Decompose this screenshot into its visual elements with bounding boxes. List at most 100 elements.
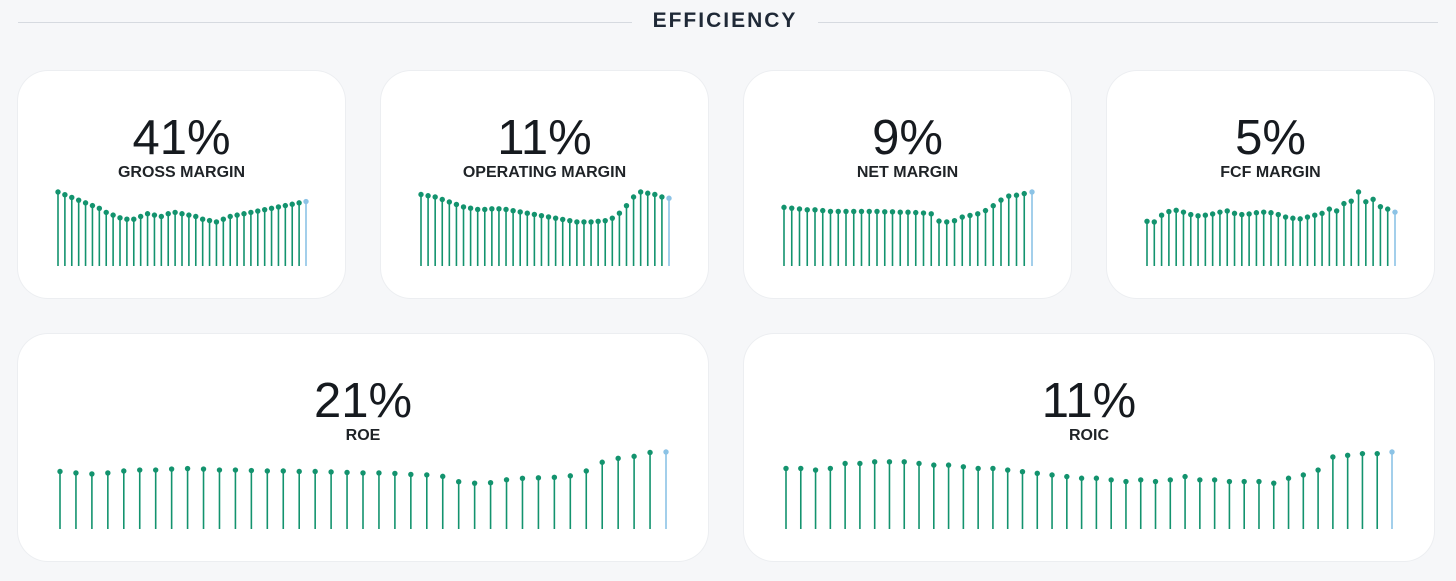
header-rule-right — [818, 22, 1438, 23]
lollipop-point — [1108, 477, 1114, 483]
lollipop-point — [560, 216, 566, 223]
lollipop-point — [241, 211, 247, 217]
lollipop-point — [1049, 472, 1055, 478]
roic-sparkline — [783, 449, 1395, 529]
lollipop-point — [1064, 473, 1070, 480]
lollipop-point — [213, 219, 220, 225]
lollipop-point — [131, 216, 137, 222]
metric-label: ROIC — [1069, 427, 1109, 444]
lollipop-point — [951, 218, 958, 224]
metric-label: FCF MARGIN — [1220, 164, 1321, 181]
section-title: EFFICIENCY — [652, 9, 798, 32]
lollipop-point — [1029, 189, 1035, 195]
metric-label: ROE — [345, 427, 381, 444]
lollipop-point — [897, 209, 903, 215]
lollipop-point — [1333, 208, 1340, 214]
lollipop-point — [487, 479, 494, 486]
metric-value: 21% — [313, 374, 413, 428]
lollipop-point — [206, 217, 213, 224]
lollipop-point — [1226, 478, 1233, 485]
lollipop-point — [105, 470, 111, 476]
lollipop-point — [296, 468, 302, 475]
lollipop-point — [1093, 475, 1100, 481]
lollipop-point — [289, 201, 295, 207]
lollipop-point — [261, 206, 268, 213]
lollipop-point — [1300, 472, 1307, 478]
lollipop-point — [1348, 198, 1354, 204]
lollipop-point — [630, 194, 637, 200]
lollipop-point — [959, 214, 965, 220]
gross-margin-card: 41% GROSS MARGIN — [18, 71, 345, 298]
lollipop-point — [471, 480, 478, 486]
lollipop-point — [886, 459, 893, 465]
lollipop-point — [1385, 206, 1391, 212]
lollipop-point — [232, 467, 239, 473]
lollipop-point — [1344, 452, 1351, 458]
lollipop-point — [843, 208, 849, 215]
lollipop-point — [1239, 211, 1245, 218]
lollipop-point — [967, 212, 973, 219]
metric-value: 9% — [872, 111, 943, 165]
operating-margin-card: 11% OPERATING MARGIN — [381, 71, 708, 298]
lollipop-point — [1253, 210, 1260, 216]
lollipop-point — [1285, 475, 1292, 481]
lollipop-point — [1363, 199, 1369, 205]
lollipop-point — [89, 471, 95, 477]
lollipop-point — [75, 197, 82, 203]
lollipop-point — [666, 195, 672, 201]
lollipop-point — [827, 465, 834, 472]
lollipop-point — [1158, 212, 1165, 218]
lollipop-point — [567, 217, 573, 224]
metric-value: 11% — [497, 111, 592, 165]
lollipop-point — [990, 465, 996, 472]
lollipop-point — [255, 208, 261, 214]
lollipop-point — [124, 216, 130, 222]
lollipop-point — [659, 194, 665, 200]
lollipop-point — [588, 219, 594, 225]
lollipop-point — [1021, 190, 1027, 197]
lollipop-point — [1290, 215, 1296, 221]
lollipop-point — [193, 213, 199, 220]
lollipop-point — [835, 208, 841, 215]
operating-margin-sparkline — [418, 189, 672, 266]
lollipop-point — [1034, 470, 1040, 477]
lollipop-point — [920, 210, 927, 216]
lollipop-point — [280, 468, 286, 474]
lollipop-point — [1197, 477, 1203, 483]
lollipop-point — [1377, 203, 1384, 210]
lollipop-point — [1330, 454, 1336, 460]
metric-value: 41% — [132, 111, 231, 165]
lollipop-point — [524, 210, 530, 216]
lollipop-point — [1138, 477, 1144, 483]
lollipop-point — [179, 211, 185, 217]
lollipop-point — [783, 465, 789, 472]
lollipop-point — [1195, 213, 1201, 219]
lollipop-point — [73, 470, 79, 476]
lollipop-point — [172, 209, 178, 216]
lollipop-point — [1389, 449, 1395, 455]
lollipop-point — [916, 460, 922, 467]
lollipop-point — [928, 211, 934, 217]
lollipop-point — [220, 216, 227, 222]
lollipop-point — [866, 208, 872, 215]
lollipop-point — [581, 219, 587, 225]
lollipop-point — [328, 469, 334, 475]
lollipop-point — [535, 475, 542, 481]
roe-card: 21% ROE — [18, 334, 708, 561]
lollipop-point — [1355, 189, 1362, 195]
lollipop-point — [103, 209, 109, 216]
metric-label: OPERATING MARGIN — [462, 164, 627, 181]
lollipop-point — [517, 209, 523, 215]
lollipop-point — [1326, 206, 1333, 212]
metric-label: NET MARGIN — [856, 164, 959, 181]
lollipop-point — [960, 464, 967, 470]
lollipop-point — [1374, 450, 1380, 457]
lollipop-point — [439, 196, 445, 203]
lollipop-point — [110, 212, 116, 218]
lollipop-point — [827, 208, 834, 215]
lollipop-point — [268, 205, 275, 212]
lollipop-point — [609, 215, 616, 221]
lollipop-point — [227, 213, 233, 220]
lollipop-point — [574, 219, 580, 225]
lollipop-point — [121, 468, 127, 474]
